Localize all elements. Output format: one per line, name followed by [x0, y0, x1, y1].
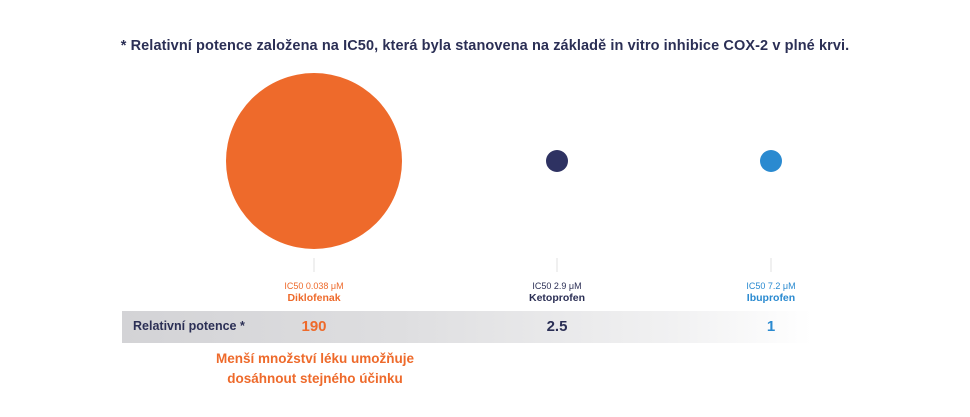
- benefit-note-line-1: Menší množství léku umožňuje: [215, 351, 415, 366]
- ic50-label-diklofenak: IC50 0.038 μM: [284, 281, 343, 291]
- benefit-note: Menší množství léku umožňuje dosáhnout s…: [190, 349, 440, 389]
- ic50-label-ketoprofen: IC50 2.9 μM: [532, 281, 581, 291]
- benefit-note-line-2: dosáhnout stejného účinku: [227, 371, 403, 386]
- potency-value-ketoprofen: 2.5: [547, 318, 568, 335]
- footnote: * Relativní potence založena na IC50, kt…: [120, 38, 850, 54]
- drug-name-ibuprofen: Ibuprofen: [747, 292, 795, 304]
- potency-value-ibuprofen: 1: [767, 318, 775, 335]
- bubble-ibuprofen: [760, 150, 782, 172]
- bubble-ketoprofen: [546, 150, 568, 172]
- relative-potency-label: Relativní potence *: [133, 319, 245, 333]
- ic50-label-ibuprofen: IC50 7.2 μM: [746, 281, 795, 291]
- potency-value-diklofenak: 190: [301, 318, 326, 335]
- drug-name-diklofenak: Diklofenak: [287, 292, 340, 304]
- drug-name-ketoprofen: Ketoprofen: [529, 292, 585, 304]
- bubble-diklofenak: [226, 73, 402, 249]
- relative-potency-band: [122, 311, 812, 343]
